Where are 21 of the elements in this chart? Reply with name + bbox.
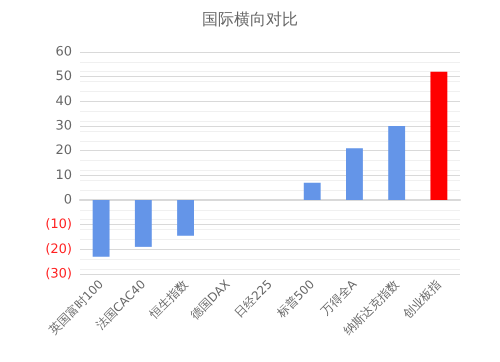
y-tick-label: 60 (55, 44, 72, 60)
y-tick-label: 30 (55, 118, 72, 134)
bar (388, 126, 406, 200)
chart-title: 国际横向对比 (202, 10, 298, 28)
y-tick-label: 10 (55, 168, 72, 183)
bar (134, 200, 152, 247)
y-tick-label: (20) (45, 242, 72, 257)
bar (177, 200, 194, 236)
bar (430, 72, 448, 200)
y-tick-label: (30) (45, 266, 72, 282)
bar (92, 200, 110, 257)
y-tick-label: 20 (55, 143, 72, 158)
x-tick-label: 标普500 (273, 277, 318, 321)
y-tick-label: (10) (45, 217, 72, 232)
y-tick-label: 40 (55, 94, 72, 109)
x-tick-label: 恒生指数 (146, 277, 191, 322)
bar (304, 182, 321, 200)
y-tick-label: 50 (55, 69, 72, 84)
bar (346, 148, 363, 200)
x-tick-label: 创业板指 (400, 277, 444, 321)
y-tick-label: 0 (64, 192, 72, 208)
